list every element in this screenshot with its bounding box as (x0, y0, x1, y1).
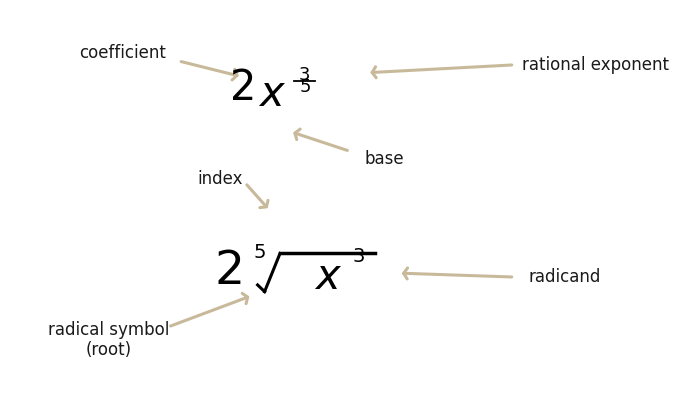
Text: $\mathit{x}$: $\mathit{x}$ (258, 73, 286, 114)
Text: $3$: $3$ (352, 248, 365, 266)
Text: $\mathit{2}$: $\mathit{2}$ (230, 68, 253, 109)
Text: $\mathit{x}$: $\mathit{x}$ (314, 256, 342, 298)
Text: rational exponent: rational exponent (522, 56, 668, 74)
Text: $\mathit{2}$: $\mathit{2}$ (214, 248, 242, 294)
Text: radical symbol
(root): radical symbol (root) (48, 321, 169, 359)
Text: $3$: $3$ (298, 66, 311, 84)
Text: base: base (364, 150, 404, 168)
Text: index: index (197, 170, 244, 188)
Text: $5$: $5$ (253, 244, 265, 263)
Text: radicand: radicand (528, 268, 601, 286)
Text: coefficient: coefficient (79, 44, 166, 62)
Text: $5$: $5$ (299, 78, 310, 96)
